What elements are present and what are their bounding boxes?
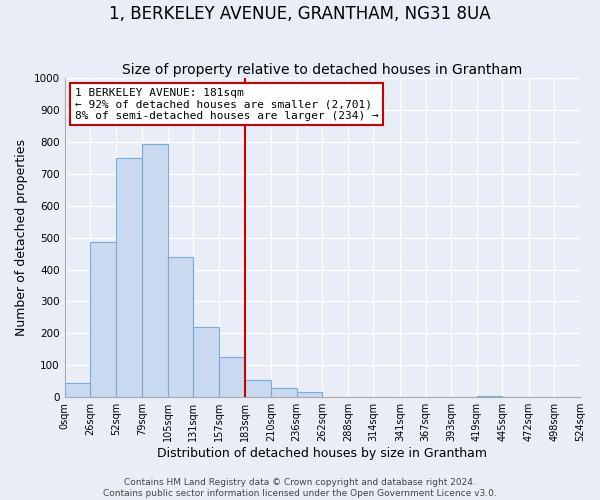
Text: Contains HM Land Registry data © Crown copyright and database right 2024.
Contai: Contains HM Land Registry data © Crown c… — [103, 478, 497, 498]
Y-axis label: Number of detached properties: Number of detached properties — [15, 139, 28, 336]
Bar — [219, 358, 245, 397]
Text: 1, BERKELEY AVENUE, GRANTHAM, NG31 8UA: 1, BERKELEY AVENUE, GRANTHAM, NG31 8UA — [109, 5, 491, 23]
Bar — [116, 158, 142, 397]
Bar — [296, 392, 322, 397]
Bar — [90, 242, 116, 397]
X-axis label: Distribution of detached houses by size in Grantham: Distribution of detached houses by size … — [157, 447, 487, 460]
Bar — [168, 258, 193, 397]
Bar — [193, 327, 219, 397]
Bar — [477, 396, 502, 397]
Text: 1 BERKELEY AVENUE: 181sqm
← 92% of detached houses are smaller (2,701)
8% of sem: 1 BERKELEY AVENUE: 181sqm ← 92% of detac… — [75, 88, 379, 121]
Bar — [271, 388, 296, 397]
Bar — [142, 144, 168, 397]
Title: Size of property relative to detached houses in Grantham: Size of property relative to detached ho… — [122, 63, 523, 77]
Bar — [245, 380, 271, 397]
Bar — [65, 383, 90, 397]
